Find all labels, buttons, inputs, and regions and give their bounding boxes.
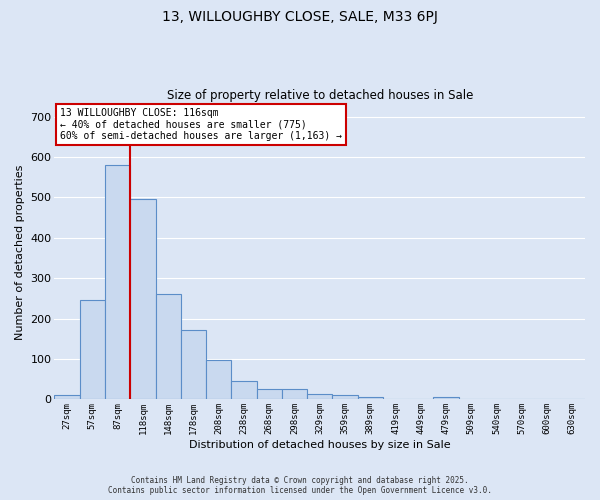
Title: Size of property relative to detached houses in Sale: Size of property relative to detached ho… — [167, 89, 473, 102]
Text: 13, WILLOUGHBY CLOSE, SALE, M33 6PJ: 13, WILLOUGHBY CLOSE, SALE, M33 6PJ — [162, 10, 438, 24]
Bar — [105, 165, 130, 400]
Bar — [282, 390, 307, 400]
X-axis label: Distribution of detached houses by size in Sale: Distribution of detached houses by size … — [189, 440, 451, 450]
Bar — [80, 300, 105, 400]
Bar — [257, 390, 282, 400]
Bar — [307, 394, 332, 400]
Bar — [433, 398, 458, 400]
Bar — [55, 394, 80, 400]
Bar — [155, 294, 181, 400]
Text: 13 WILLOUGHBY CLOSE: 116sqm
← 40% of detached houses are smaller (775)
60% of se: 13 WILLOUGHBY CLOSE: 116sqm ← 40% of det… — [60, 108, 342, 140]
Bar — [181, 330, 206, 400]
Text: Contains HM Land Registry data © Crown copyright and database right 2025.
Contai: Contains HM Land Registry data © Crown c… — [108, 476, 492, 495]
Bar — [332, 394, 358, 400]
Bar — [206, 360, 232, 400]
Bar — [130, 198, 155, 400]
Bar — [232, 381, 257, 400]
Y-axis label: Number of detached properties: Number of detached properties — [15, 164, 25, 340]
Bar — [358, 398, 383, 400]
